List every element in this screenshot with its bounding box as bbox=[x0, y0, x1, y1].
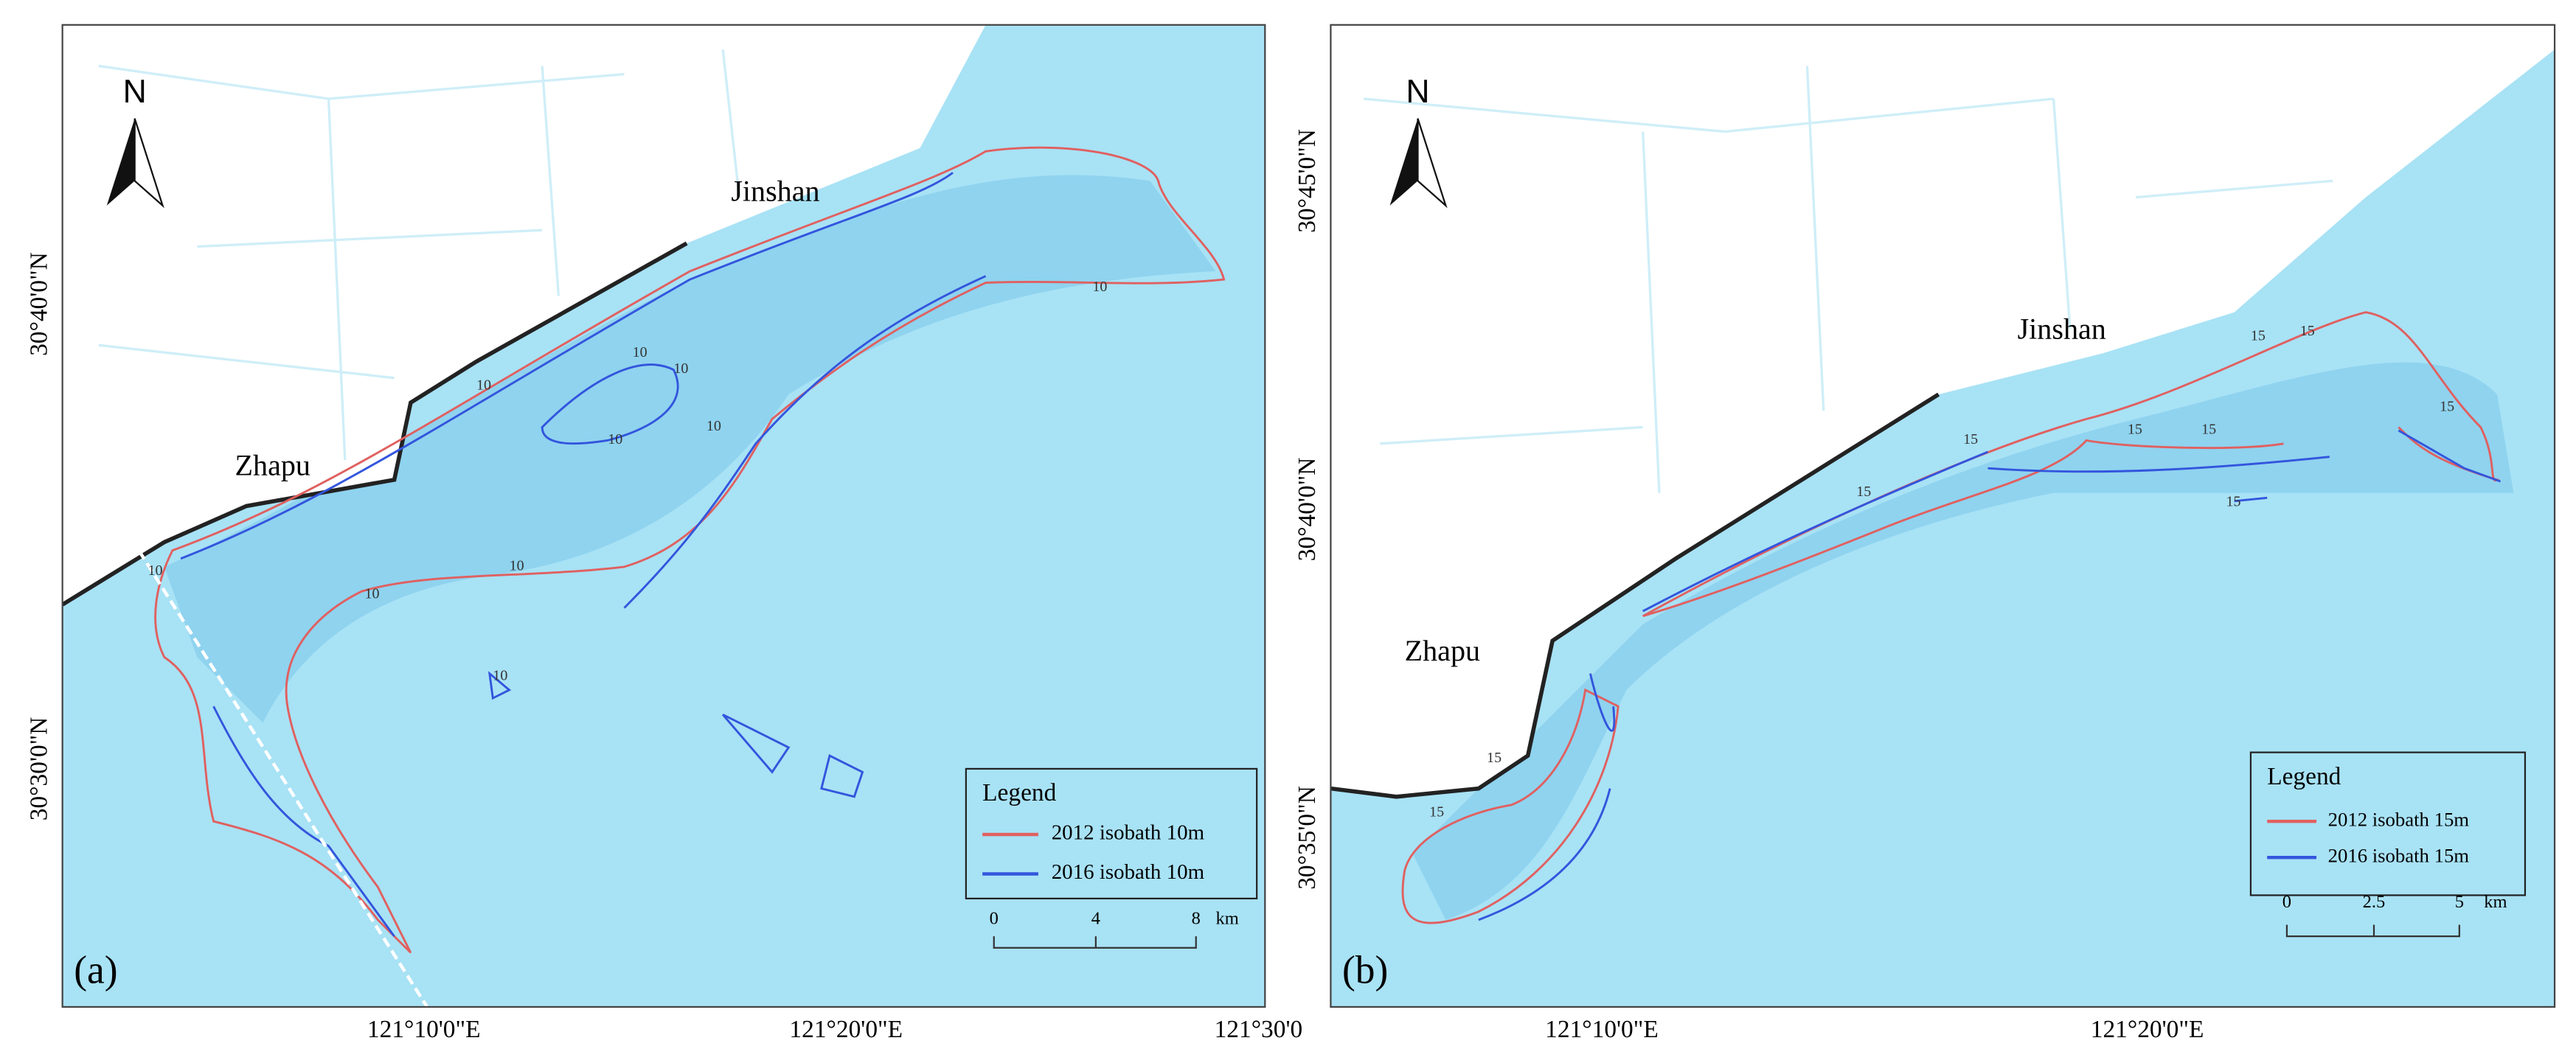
lat-label: 30°40'0"N bbox=[1294, 458, 1321, 562]
panel-a: 10 10 10 10 10 10 10 10 10 10 N Jinshan … bbox=[25, 24, 1303, 1043]
scale-unit: km bbox=[2484, 892, 2507, 912]
contour-label: 15 bbox=[2251, 328, 2266, 344]
channel bbox=[1412, 362, 2514, 920]
north-label: N bbox=[1406, 74, 1429, 110]
legend-entry: 2016 isobath 10m bbox=[1052, 860, 1205, 884]
legend-title: Legend bbox=[982, 779, 1056, 806]
lat-label: 30°30'0"N bbox=[25, 717, 52, 821]
legend: Legend 2012 isobath 10m 2016 isobath 10m bbox=[965, 767, 1258, 899]
isobath-2012 bbox=[154, 146, 1226, 954]
lat-label: 30°35'0"N bbox=[1294, 786, 1321, 890]
contour-label: 10 bbox=[476, 377, 491, 393]
contour-label: 15 bbox=[2201, 422, 2216, 438]
roads bbox=[1363, 66, 2333, 493]
scale-label: 0 bbox=[2282, 892, 2291, 912]
frame bbox=[61, 24, 1266, 1008]
contour-label: 15 bbox=[2226, 494, 2241, 510]
lon-label: 121°20'0"E bbox=[789, 1016, 903, 1043]
scale-unit: km bbox=[1215, 908, 1238, 928]
place-name: Zhapu bbox=[235, 448, 310, 481]
map-a: 10 10 10 10 10 10 10 10 10 10 bbox=[62, 24, 1266, 1007]
scale-label: 4 bbox=[1091, 908, 1100, 928]
contour-label: 15 bbox=[1429, 804, 1444, 820]
lon-label: 121°20'0"E bbox=[2091, 1016, 2204, 1043]
legend-entry: 2016 isobath 15m bbox=[2328, 844, 2470, 866]
scale-bar: 0 2.5 5 km bbox=[2282, 892, 2507, 938]
scale-label: 2.5 bbox=[2363, 892, 2386, 912]
contour-label: 10 bbox=[147, 562, 162, 579]
lon-label: 121°10'0"E bbox=[1545, 1016, 1659, 1043]
contour-label: 10 bbox=[673, 360, 688, 377]
north-arrow: N bbox=[106, 74, 164, 209]
coastline bbox=[1330, 392, 1940, 799]
roads bbox=[98, 49, 741, 461]
contour-label: 15 bbox=[1963, 431, 1978, 447]
legend-entry: 2012 isobath 10m bbox=[1052, 821, 1205, 845]
panel-b: 15 15 15 15 15 15 15 15 15 15 N Jinshan … bbox=[1294, 24, 2556, 1043]
isobath-2016 bbox=[1478, 429, 2502, 921]
contour-label: 10 bbox=[493, 668, 507, 684]
land bbox=[1330, 24, 2555, 797]
legend: Legend 2012 isobath 15m 2016 isobath 15m bbox=[2249, 751, 2527, 896]
place-name: Jinshan bbox=[2018, 313, 2106, 346]
transect bbox=[122, 525, 429, 1007]
frame bbox=[1330, 24, 2556, 1008]
contour-label: 10 bbox=[365, 585, 380, 602]
contour-label: 15 bbox=[2128, 422, 2142, 438]
contour-label: 15 bbox=[2440, 398, 2454, 414]
panel-label: (a) bbox=[74, 948, 117, 992]
contour-label: 15 bbox=[2300, 323, 2315, 339]
contour-label: 10 bbox=[1092, 279, 1107, 295]
scale-label: 8 bbox=[1192, 908, 1201, 928]
lat-label: 30°45'0"N bbox=[1294, 129, 1321, 233]
scale-label: 5 bbox=[2455, 892, 2464, 912]
contour-label: 10 bbox=[510, 557, 524, 574]
lat-label: 30°40'0"N bbox=[25, 252, 52, 356]
legend-entry: 2012 isobath 15m bbox=[2328, 808, 2470, 830]
scale-bar: 0 4 8 km bbox=[990, 908, 1239, 949]
scale-label: 0 bbox=[990, 908, 999, 928]
coastline bbox=[62, 241, 688, 607]
panel-label: (b) bbox=[1342, 948, 1388, 992]
place-name: Jinshan bbox=[731, 174, 819, 207]
contour-label: 15 bbox=[1487, 750, 1501, 766]
land bbox=[62, 24, 986, 605]
isobath-2016 bbox=[180, 172, 987, 937]
channel bbox=[164, 175, 1216, 723]
legend-title: Legend bbox=[2267, 763, 2341, 790]
contour-label: 10 bbox=[608, 431, 622, 447]
place-name: Zhapu bbox=[1405, 634, 1480, 667]
lon-label: 121°10'0"E bbox=[367, 1016, 481, 1043]
contour-label: 15 bbox=[1856, 484, 1871, 500]
contour-label: 10 bbox=[633, 344, 648, 360]
north-label: N bbox=[123, 74, 147, 110]
contour-label: 10 bbox=[707, 418, 721, 434]
lon-label: 121°30'0 bbox=[1215, 1016, 1303, 1043]
